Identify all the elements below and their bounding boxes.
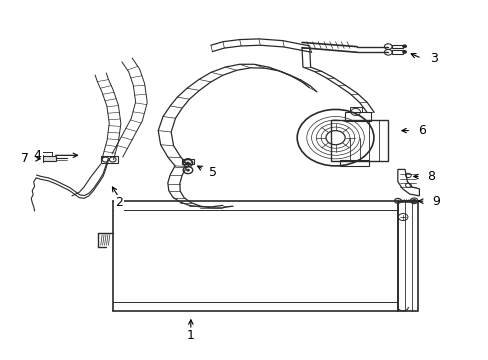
Text: 2: 2 (115, 197, 122, 210)
Circle shape (394, 198, 400, 203)
Text: 7: 7 (21, 152, 29, 165)
Circle shape (186, 169, 189, 171)
Bar (42, 156, 56, 161)
Circle shape (402, 45, 406, 48)
Bar (101, 156, 117, 163)
Circle shape (186, 162, 189, 164)
Text: 4: 4 (34, 149, 41, 162)
Bar (38, 155, 43, 162)
Text: 6: 6 (417, 124, 425, 137)
Bar (397, 201, 417, 311)
Bar (340, 159, 368, 166)
Bar (345, 112, 371, 121)
Text: 9: 9 (431, 195, 439, 208)
Bar (349, 107, 361, 112)
Bar (182, 159, 194, 164)
Text: 5: 5 (209, 166, 217, 179)
Bar (330, 120, 387, 161)
Bar (391, 50, 402, 54)
Text: 8: 8 (427, 170, 434, 183)
Text: 1: 1 (186, 329, 194, 342)
Text: 3: 3 (429, 52, 437, 65)
Circle shape (411, 199, 415, 202)
Circle shape (402, 50, 406, 53)
Bar (391, 45, 402, 48)
